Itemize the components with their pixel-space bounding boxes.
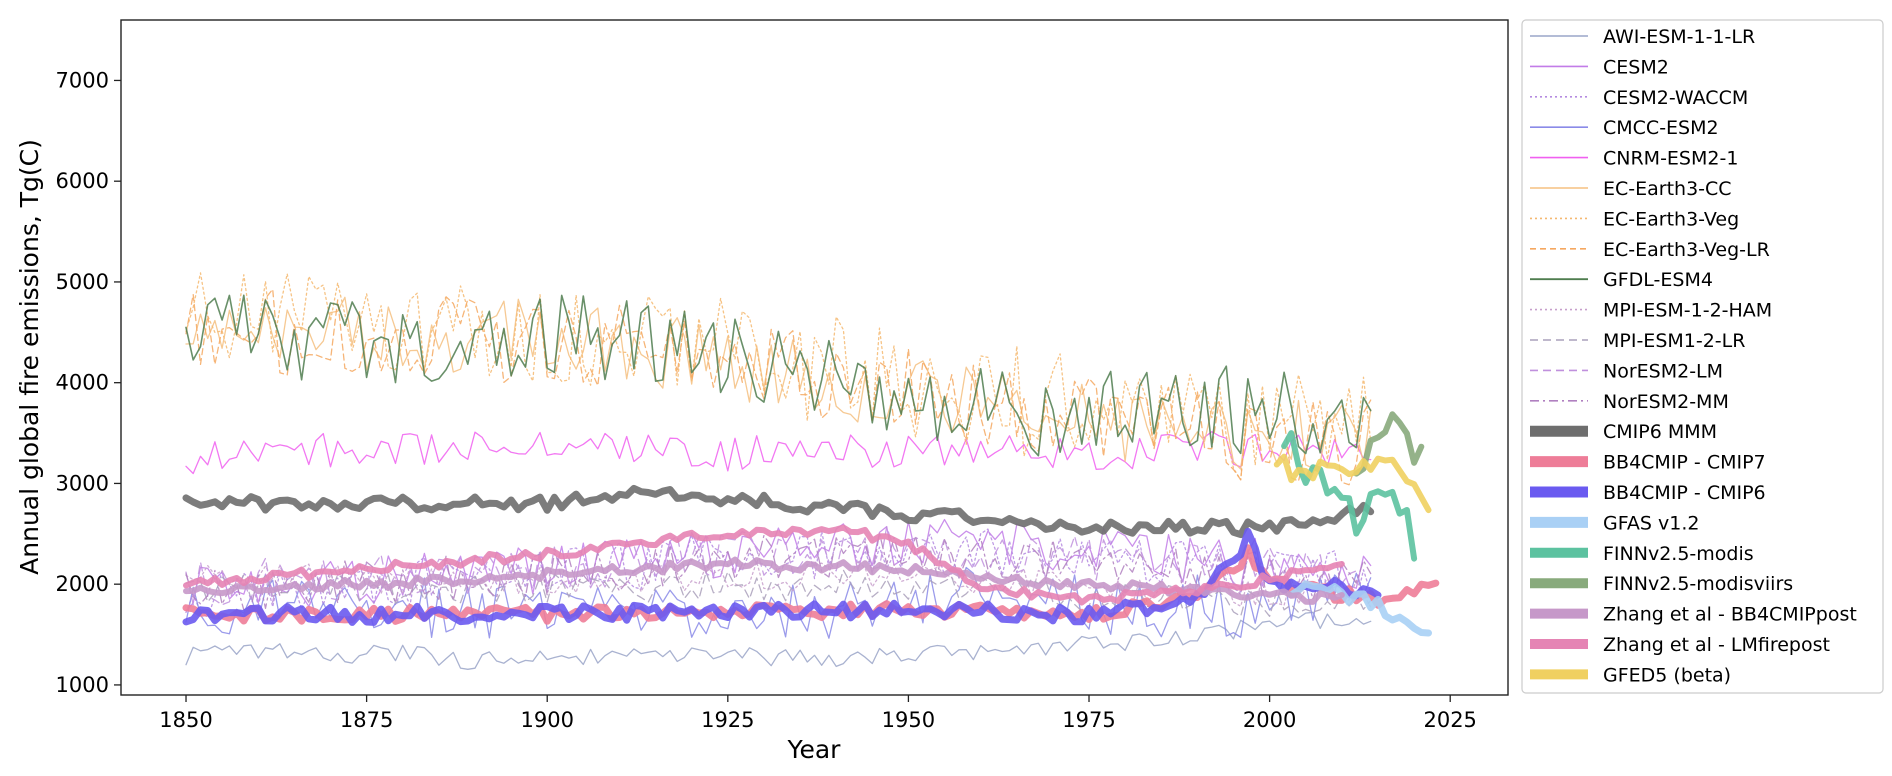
y-axis-title: Annual global fire emissions, Tg(C) — [15, 139, 44, 575]
legend-label: GFAS v1.2 — [1603, 512, 1699, 534]
series-line-8 — [185, 294, 1372, 457]
y-tick-label: 4000 — [56, 371, 109, 395]
legend-label: Zhang et al - BB4CMIPpost — [1603, 604, 1857, 626]
x-tick-label: 1900 — [520, 708, 573, 732]
legend-label: CNRM-ESM2-1 — [1603, 148, 1738, 170]
y-tick-label: 3000 — [56, 471, 109, 495]
legend-label: AWI-ESM-1-1-LR — [1603, 26, 1755, 48]
legend-frame — [1521, 19, 1884, 694]
x-tick-label: 1950 — [882, 708, 935, 732]
x-tick-label: 1850 — [159, 708, 212, 732]
y-tick-label: 2000 — [56, 572, 109, 596]
legend-label: EC-Earth3-Veg-LR — [1603, 239, 1770, 261]
x-tick-label: 1875 — [340, 708, 393, 732]
series-line-11 — [185, 526, 1372, 606]
legend-items: AWI-ESM-1-1-LR CESM2 CESM2-WACCM CMCC-ESM2 C… — [1530, 26, 1857, 686]
legend-label: FINNv2.5-modisviirs — [1603, 573, 1793, 595]
plot-frame — [120, 19, 1509, 696]
series-line-13 — [182, 484, 1375, 539]
x-axis-title: Year — [787, 735, 842, 764]
x-axis: 1850 1875 1900 1925 1950 1975 2000 2025 — [159, 695, 1477, 732]
series-line-12 — [185, 532, 1372, 611]
y-tick-label: 6000 — [56, 169, 109, 193]
legend-label: MPI-ESM-1-2-HAM — [1603, 300, 1772, 322]
x-tick-label: 1975 — [1062, 708, 1115, 732]
series-line-0 — [185, 611, 1372, 670]
series-line-7 — [185, 288, 1372, 486]
series-line-4 — [185, 431, 1372, 475]
series-line-21 — [1273, 453, 1432, 514]
series-line-19 — [183, 556, 1345, 605]
y-tick-label: 7000 — [56, 68, 109, 92]
legend-label: NorESM2-LM — [1603, 360, 1723, 382]
legend-label: MPI-ESM1-2-LR — [1603, 330, 1745, 352]
y-tick-label: 5000 — [56, 270, 109, 294]
legend-label: Zhang et al - LMfirepost — [1603, 634, 1830, 656]
series-line-5 — [185, 296, 1372, 470]
legend-label: EC-Earth3-CC — [1603, 178, 1732, 200]
series-line-16 — [1287, 580, 1432, 637]
x-tick-label: 1925 — [701, 708, 754, 732]
x-tick-label: 2025 — [1423, 708, 1476, 732]
x-tick-label: 2000 — [1243, 708, 1296, 732]
legend-label: FINNv2.5-modis — [1603, 543, 1754, 565]
series-line-15 — [182, 527, 1382, 626]
series-line-18 — [1353, 411, 1425, 477]
legend-label: CMIP6 MMM — [1603, 421, 1717, 443]
y-axis: 1000 2000 3000 4000 5000 6000 7000 — [56, 68, 121, 697]
legend-label: BB4CMIP - CMIP6 — [1603, 482, 1766, 504]
series-line-17 — [1281, 430, 1418, 562]
legend-label: NorESM2-MM — [1603, 391, 1729, 413]
legend-label: GFED5 (beta) — [1603, 664, 1731, 686]
legend-label: CMCC-ESM2 — [1603, 117, 1719, 139]
series-line-6 — [185, 272, 1372, 481]
series-line-20 — [183, 524, 1345, 606]
legend-label: CESM2-WACCM — [1603, 87, 1748, 109]
legend: AWI-ESM-1-1-LR CESM2 CESM2-WACCM CMCC-ESM2 C… — [1521, 19, 1884, 694]
legend-label: BB4CMIP - CMIP7 — [1603, 452, 1766, 474]
legend-label: CESM2 — [1603, 56, 1669, 78]
series-layer — [182, 272, 1440, 670]
legend-label: EC-Earth3-Veg — [1603, 208, 1739, 230]
y-tick-label: 1000 — [56, 673, 109, 697]
legend-label: GFDL-ESM4 — [1603, 269, 1713, 291]
